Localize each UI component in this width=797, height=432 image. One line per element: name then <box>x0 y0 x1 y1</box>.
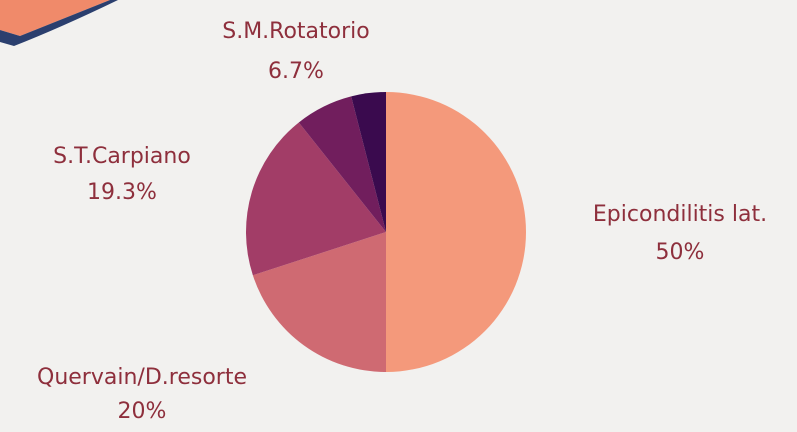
slice-value-label: 19.3% <box>87 180 157 205</box>
pie-slice <box>246 122 386 276</box>
pie-slice <box>386 92 526 372</box>
slice-label: S.M.Rotatorio <box>222 19 370 44</box>
slice-label: S.T.Carpiano <box>53 144 191 169</box>
corner-decoration <box>0 0 118 46</box>
slice-value-label: 50% <box>656 240 705 265</box>
slice-value-label: 20% <box>118 399 167 424</box>
slice-label: Quervain/D.resorte <box>37 365 247 390</box>
pie-slice <box>298 96 386 232</box>
slice-value-label: 6.7% <box>268 59 324 84</box>
corner-decoration <box>0 0 110 36</box>
pie-slice <box>351 92 386 232</box>
pie-slice <box>252 232 386 372</box>
slice-label: Epicondilitis lat. <box>593 202 767 227</box>
